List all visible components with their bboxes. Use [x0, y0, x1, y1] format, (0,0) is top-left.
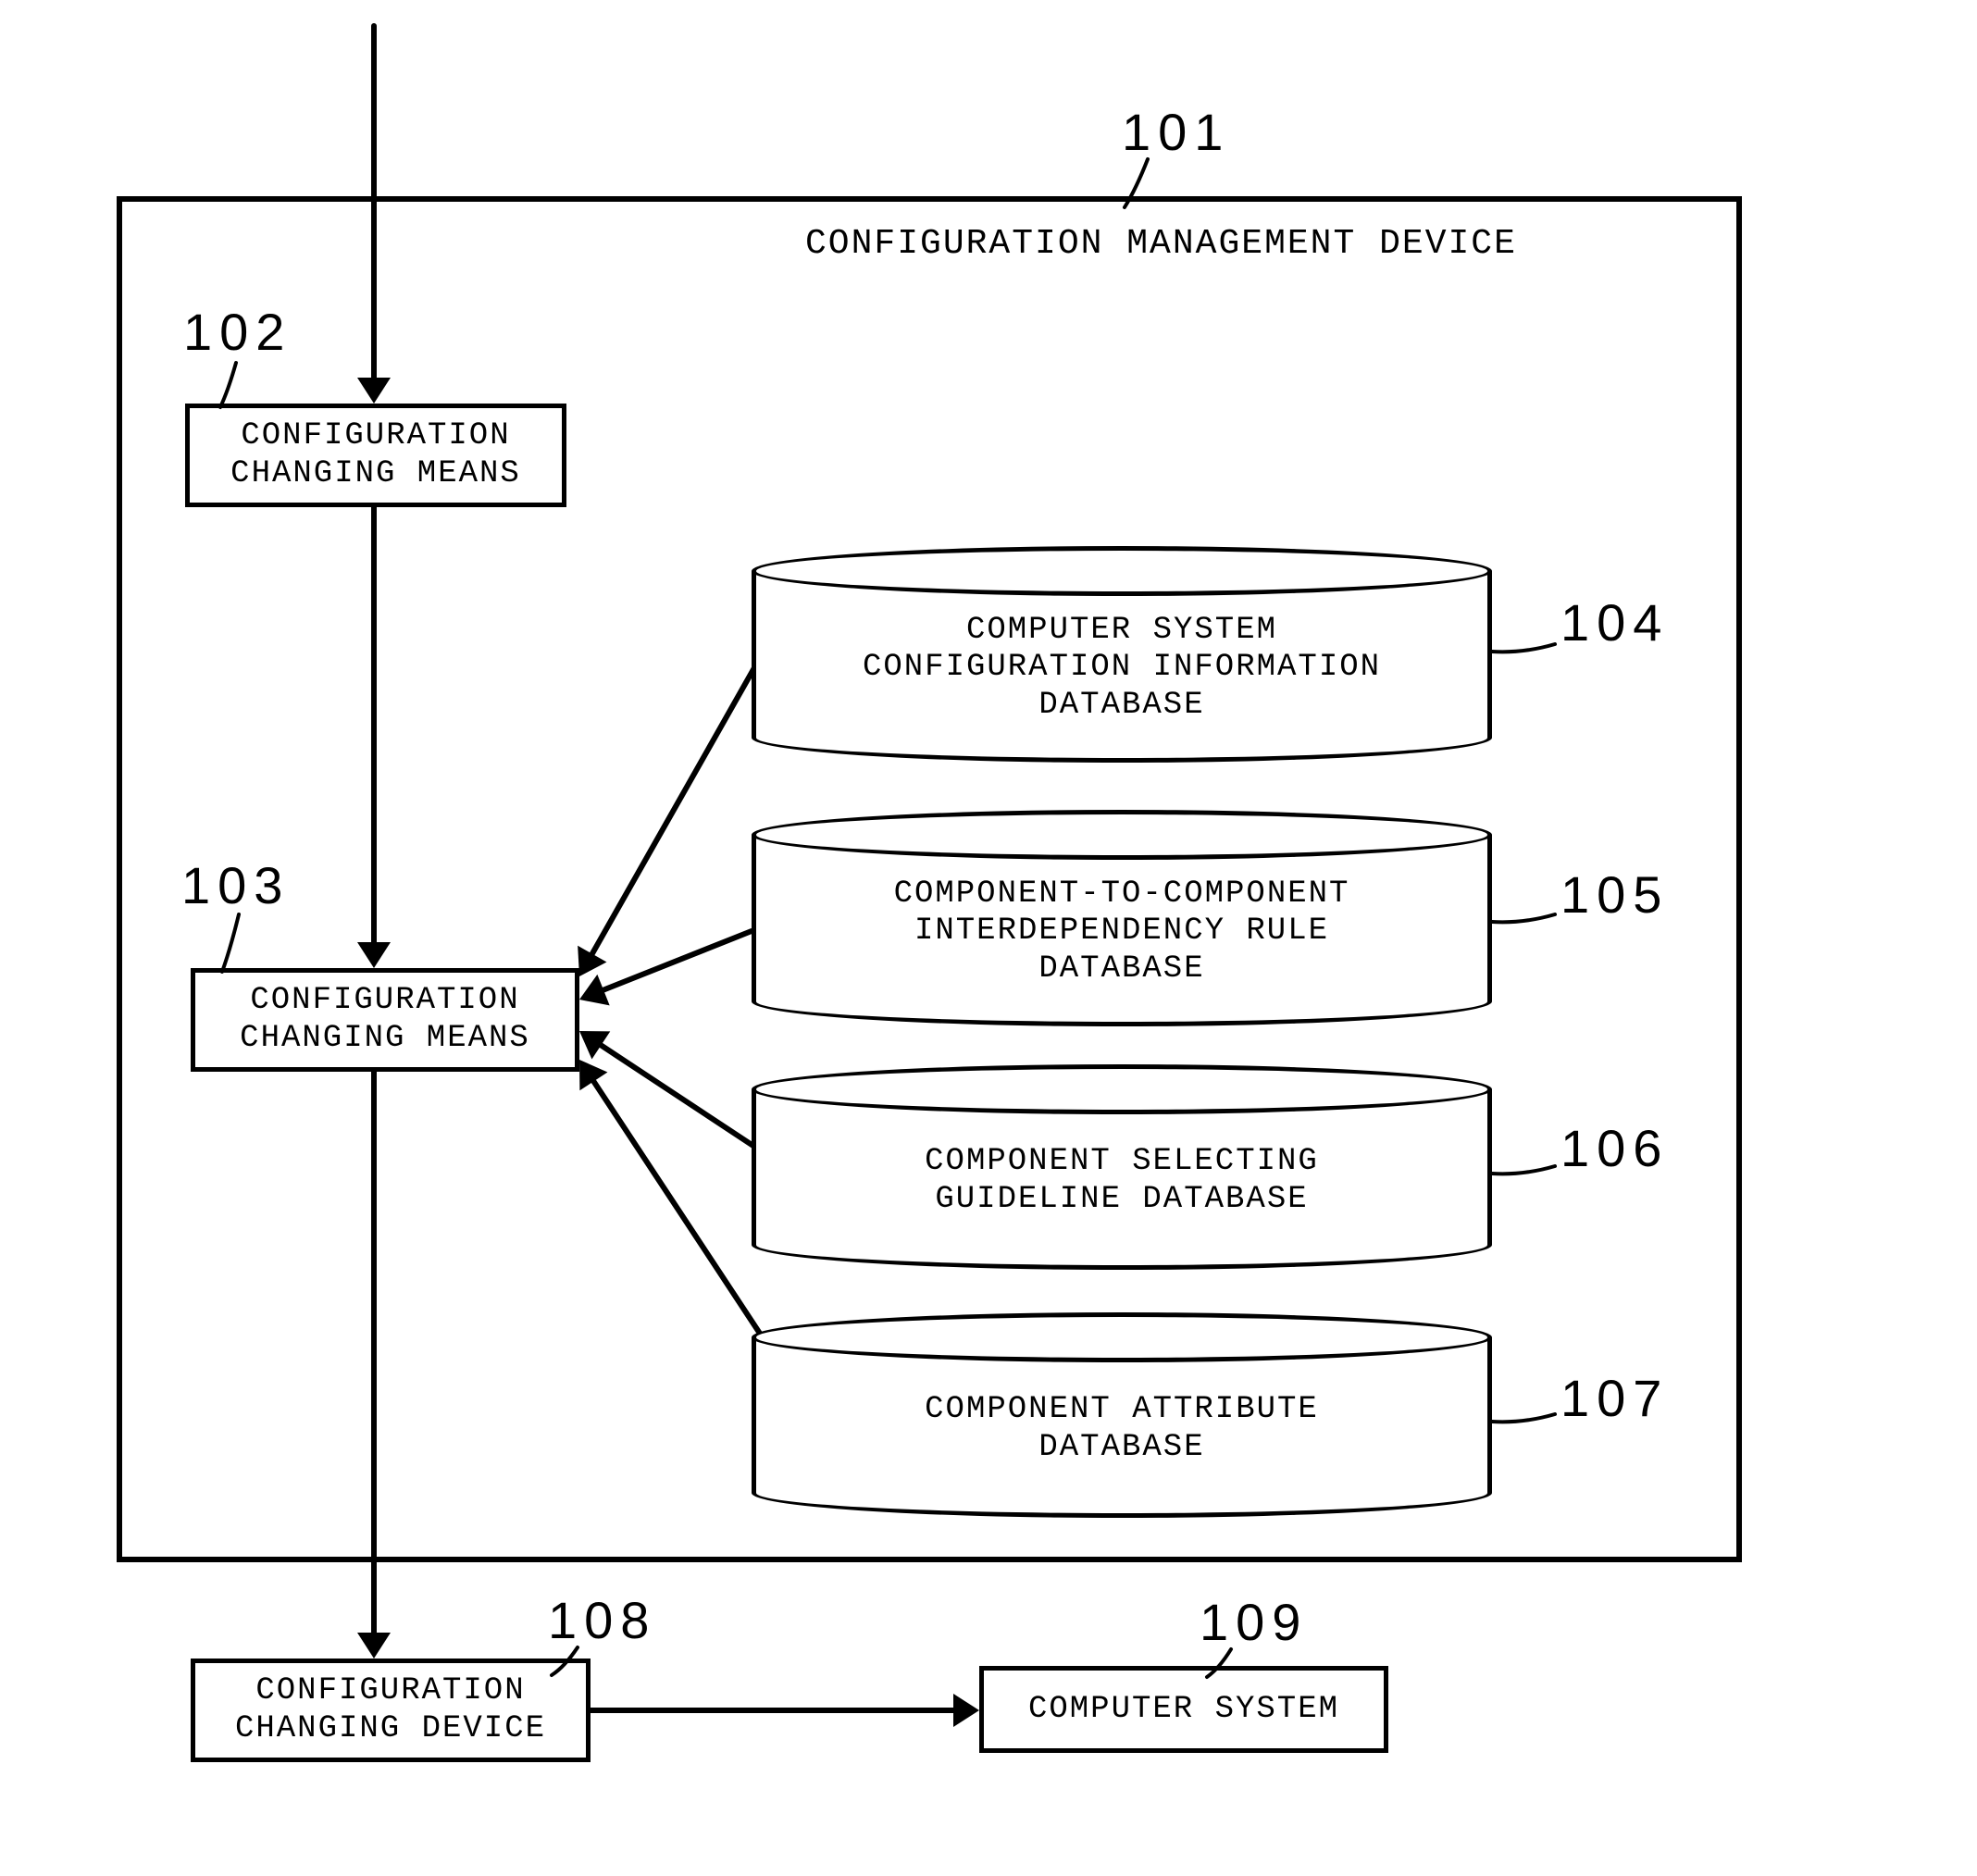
leaders-layer [0, 0, 1977, 1876]
